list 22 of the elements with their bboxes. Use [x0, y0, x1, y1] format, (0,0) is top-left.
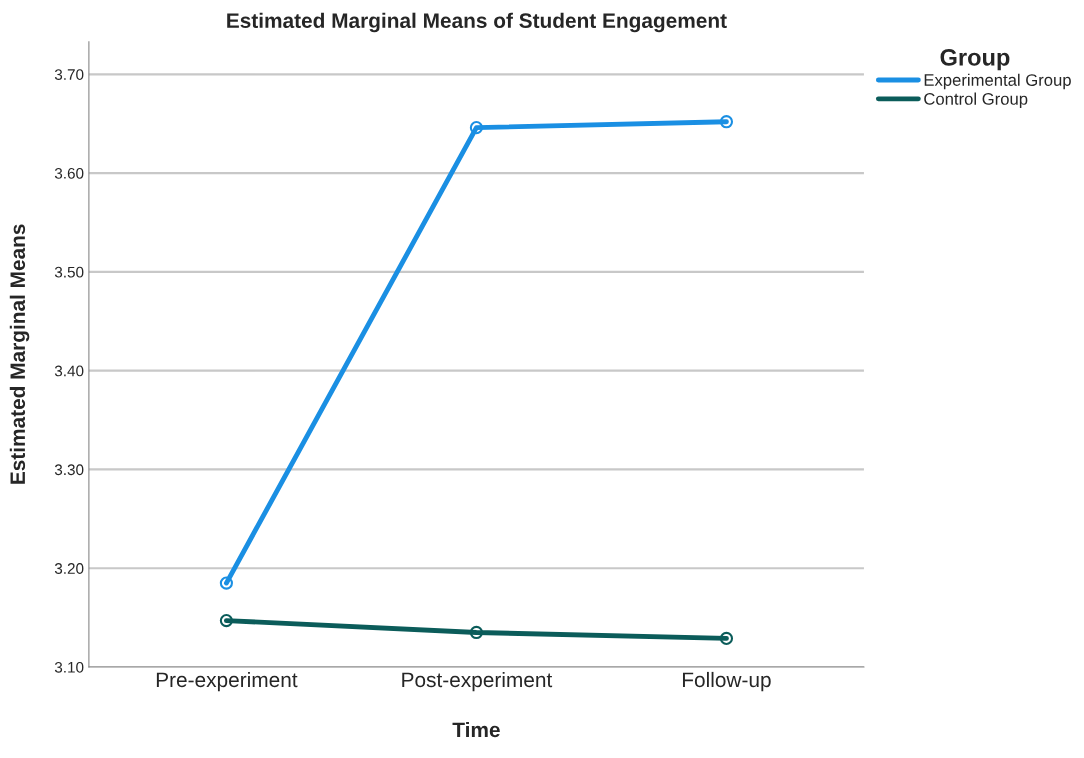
y-tick-label: 3.30	[54, 464, 84, 476]
point	[219, 614, 233, 628]
y-tick-label: 3.20	[54, 563, 84, 574]
y-tick-label: 3.40	[54, 365, 84, 377]
y-axis-title: Estimated Marginal Means	[9, 224, 30, 484]
chart-title: Estimated Marginal Means of Student Engagement	[227, 12, 727, 33]
x-tick-label: Post-experiment	[402, 671, 553, 692]
point	[719, 115, 734, 129]
point	[219, 576, 233, 590]
y-tick-label: 3.50	[54, 266, 84, 278]
point	[469, 625, 484, 640]
x-axis-title: Time	[452, 721, 500, 738]
y-tick-label: 3.10	[54, 661, 84, 673]
legend-title: Group	[940, 48, 1010, 71]
legend-label: Experimental Group	[924, 73, 1071, 90]
legend-label: Control Group	[924, 92, 1028, 109]
point	[719, 631, 734, 645]
y-tick-label: 3.70	[54, 69, 84, 80]
y-tick-label: 3.60	[54, 167, 84, 179]
point	[469, 121, 484, 135]
x-tick-label: Pre-experiment	[156, 671, 298, 692]
x-tick-label: Follow-up	[682, 671, 771, 692]
